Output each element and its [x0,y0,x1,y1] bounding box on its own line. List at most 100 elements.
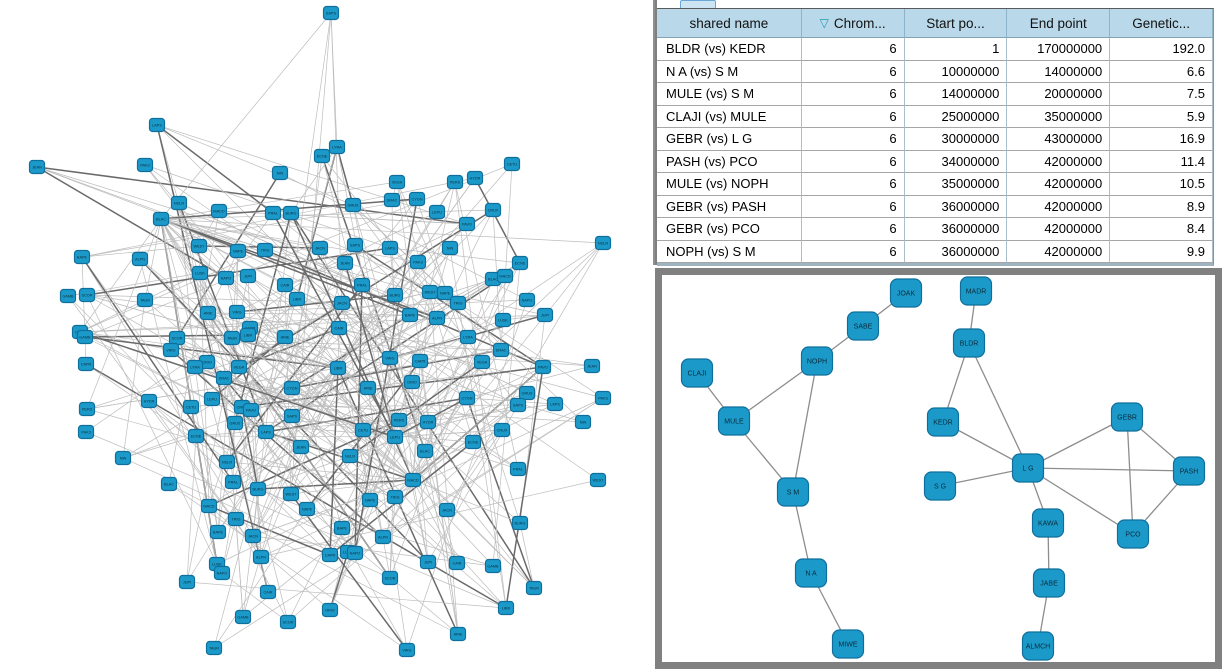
node-shape[interactable] [182,399,200,415]
table-cell[interactable]: 8.4 [1110,218,1213,241]
node-shape[interactable] [330,320,348,336]
network-node-jean[interactable]: JEAN [28,159,46,175]
network-node-lusk[interactable]: LUSK [494,312,512,328]
network-node-macd[interactable]: MACD [200,498,218,514]
network-node-sabe[interactable]: SABE [846,311,880,341]
node-shape[interactable] [386,287,404,303]
node-shape[interactable] [1031,508,1065,538]
node-shape[interactable] [1116,519,1150,549]
table-cell[interactable]: 42000000 [1007,240,1111,263]
network-node-pak3[interactable]: PAK3 [409,254,427,270]
node-shape[interactable] [28,159,46,175]
network-node-bldr[interactable]: BLDR [952,328,986,358]
network-node-madr[interactable]: MADR [959,276,993,306]
network-node-na[interactable]: N A [794,558,828,588]
network-node-vega[interactable]: VEGA [388,174,406,190]
table-cell[interactable]: PASH (vs) PCO [657,150,802,173]
network-node-pral[interactable]: PRAL [224,474,242,490]
column-header-startpo[interactable]: Start po... [904,9,1008,38]
network-node-sg[interactable]: S G [923,471,957,501]
network-node-scor[interactable]: SCOR [279,614,297,630]
network-node-bape[interactable]: BAPE [209,524,227,540]
node-shape[interactable] [190,238,208,254]
node-shape[interactable] [381,240,399,256]
network-node-miwe[interactable]: MIWE [831,629,865,659]
node-shape[interactable] [408,191,426,207]
node-shape[interactable] [256,242,274,258]
node-shape[interactable] [959,276,993,306]
node-shape[interactable] [1032,568,1066,598]
node-shape[interactable] [386,489,404,505]
table-cell[interactable]: 6 [801,218,905,241]
node-shape[interactable] [794,558,828,588]
network-node-capr[interactable]: CAPR [411,353,429,369]
network-node-jupi[interactable]: JUPI [536,307,554,323]
table-row[interactable]: N A (vs) S M 6 10000000 14000000 6.6 [657,60,1213,83]
network-node-lepu[interactable]: LEPU [203,391,221,407]
node-shape[interactable] [484,558,502,574]
table-cell[interactable]: 42000000 [1007,173,1111,196]
network-node-ecne[interactable]: ECNE [464,434,482,450]
network-node-arie[interactable]: ARIE [359,380,377,396]
node-shape[interactable] [205,640,223,656]
network-node-napo[interactable]: NAPO [217,270,235,286]
node-shape[interactable] [191,265,209,281]
network-node-lyra[interactable]: LYRA [459,329,477,345]
network-node-grus[interactable]: GRUS [226,415,244,431]
node-shape[interactable] [336,255,354,271]
network-node-pash[interactable]: PASH [1172,456,1206,486]
network-node-pavo[interactable]: PAVO [458,216,476,232]
node-shape[interactable] [131,251,149,267]
network-node-jabe[interactable]: JABE [1032,568,1066,598]
network-node-gamb[interactable]: GAMB [59,288,77,304]
node-shape[interactable] [359,380,377,396]
table-cell[interactable]: 14000000 [1007,60,1111,83]
network-node-burg[interactable]: BURG [282,205,300,221]
node-shape[interactable] [494,312,512,328]
network-node-saps[interactable]: SAPS [322,5,340,21]
node-shape[interactable] [230,359,248,375]
table-cell[interactable]: 42000000 [1007,195,1111,218]
network-node-jacn[interactable]: JACN [244,528,262,544]
table-cell[interactable]: 6.6 [1110,60,1213,83]
network-node-drac[interactable]: DRAC [383,192,401,208]
table-cell[interactable]: 6 [801,105,905,128]
node-shape[interactable] [926,407,960,437]
node-shape[interactable] [518,385,536,401]
node-shape[interactable] [148,117,166,133]
table-cell[interactable]: MULE (vs) NOPH [657,173,802,196]
node-shape[interactable] [1011,453,1045,483]
network-node-drac[interactable]: DRAC [492,342,510,358]
node-shape[interactable] [374,529,392,545]
node-shape[interactable] [594,390,612,406]
node-shape[interactable] [484,202,502,218]
network-node-laps[interactable]: LAPS [381,240,399,256]
node-shape[interactable] [114,450,132,466]
node-shape[interactable] [441,240,459,256]
network-node-saps[interactable]: SAPS [283,408,301,424]
node-shape[interactable] [381,350,399,366]
node-shape[interactable] [321,547,339,563]
table-cell[interactable]: 20000000 [1007,83,1111,106]
node-shape[interactable] [390,412,408,428]
network-node-virg[interactable]: VIRG [381,350,399,366]
network-node-trig[interactable]: TRIG [386,489,404,505]
node-shape[interactable] [77,424,95,440]
network-node-noph[interactable]: NOPH [800,346,834,376]
network-node-ecne[interactable]: ECNE [511,255,529,271]
node-shape[interactable] [525,580,543,596]
network-node-jacn[interactable]: JACN [438,502,456,518]
node-shape[interactable] [511,515,529,531]
network-node-capr[interactable]: CAPR [321,547,339,563]
node-shape[interactable] [511,255,529,271]
network-node-burg[interactable]: BURG [386,287,404,303]
network-node-orio[interactable]: ORIO [321,602,339,618]
network-node-burg[interactable]: BURG [511,515,529,531]
network-node-macd[interactable]: MACD [404,472,422,488]
node-shape[interactable] [283,408,301,424]
node-shape[interactable] [259,584,277,600]
network-node-alpn[interactable]: ALPN [252,549,270,565]
network-node-hydr[interactable]: HYDR [466,170,484,186]
network-node-cetu[interactable]: CETU [182,399,200,415]
node-shape[interactable] [923,471,957,501]
